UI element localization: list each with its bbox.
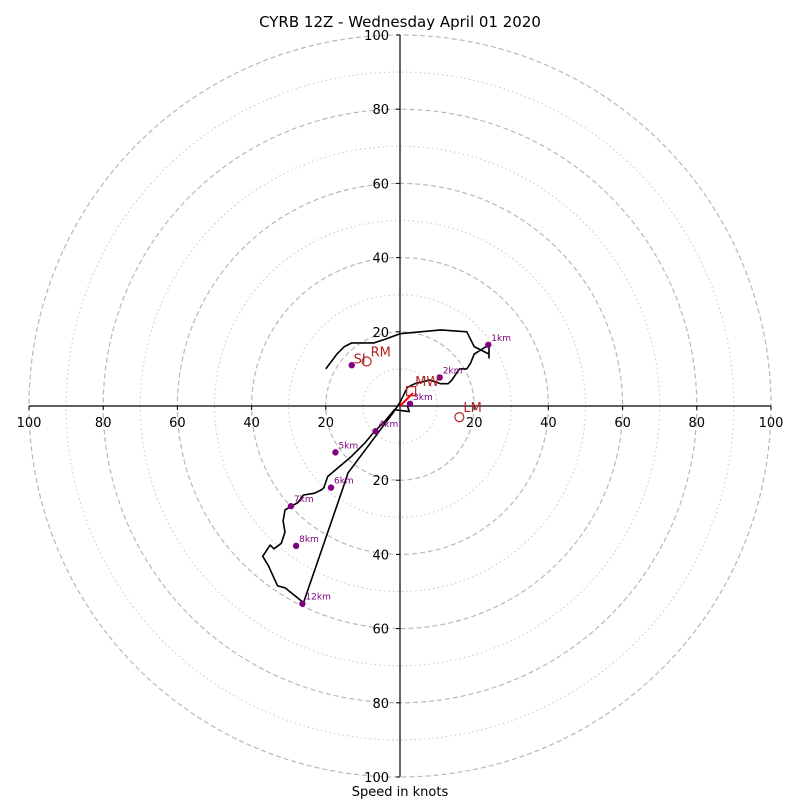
y-tick-label: 20 xyxy=(372,326,389,341)
x-tick-label: 80 xyxy=(689,416,706,431)
storm-motion-label: SI xyxy=(354,352,366,367)
y-tick-label: 40 xyxy=(372,252,389,267)
hodograph-series xyxy=(261,329,490,604)
height-marker-point xyxy=(327,484,335,491)
storm-motion-marker xyxy=(454,412,465,423)
height-marker-label: 7km xyxy=(294,495,314,505)
tick-labels: 100 80 60 40 20 20 40 60 80 100 20 40 60 80 100 20 40 60 8… xyxy=(17,29,784,786)
storm-motion-label: RM xyxy=(371,345,391,360)
x-tick-label: 20 xyxy=(318,416,335,431)
x-tick-label: 40 xyxy=(243,416,260,431)
storm-motion-marker xyxy=(361,356,372,367)
hodograph-line xyxy=(261,329,490,604)
height-marker-point xyxy=(436,374,443,381)
height-marker-label: 5km xyxy=(338,441,358,451)
y-tick-label: 60 xyxy=(372,623,389,638)
y-tick-label: 40 xyxy=(372,548,389,563)
height-marker-point xyxy=(287,502,295,510)
height-marker-point xyxy=(485,341,492,348)
height-marker-point xyxy=(332,449,339,456)
storm-motion-markers: RM MW LM SI xyxy=(354,345,482,423)
y-tick-label: 80 xyxy=(372,697,389,712)
height-marker-point xyxy=(299,600,306,607)
x-tick-label: 40 xyxy=(540,416,557,431)
height-marker-point xyxy=(292,542,300,550)
x-tick-label: 60 xyxy=(169,416,186,431)
height-marker-point xyxy=(372,428,379,435)
chart-title: CYRB 12Z - Wednesday April 01 2020 xyxy=(259,13,541,31)
height-marker-label: 1km xyxy=(491,334,511,344)
height-marker-label: 4km xyxy=(379,420,399,430)
height-marker-label: 3km xyxy=(413,393,433,403)
height-marker-label: 2km xyxy=(443,366,463,376)
x-tick-label: 60 xyxy=(614,416,631,431)
height-marker-label: 6km xyxy=(334,477,354,487)
y-tick-label: 100 xyxy=(364,771,389,786)
y-tick-label: 60 xyxy=(372,177,389,192)
y-tick-label: 20 xyxy=(372,474,389,489)
height-marker-label: 8km xyxy=(299,535,319,545)
x-tick-label: 20 xyxy=(466,416,483,431)
height-marker-label: 12km xyxy=(305,593,330,603)
y-tick-label: 100 xyxy=(364,29,389,44)
height-marker-point xyxy=(348,361,355,369)
height-marker-point xyxy=(406,400,414,407)
height-markers: 1km 2km 3km 4km 5km 6km 7km 8km 12km xyxy=(287,334,511,607)
storm-motion-label: LM xyxy=(463,401,481,416)
storm-motion-marker xyxy=(406,386,417,397)
x-tick-label: 100 xyxy=(759,416,784,431)
x-tick-label: 100 xyxy=(17,416,42,431)
x-tick-label: 80 xyxy=(95,416,112,431)
x-axis-label: Speed in knots xyxy=(352,785,449,800)
storm-motion-label: MW xyxy=(415,375,439,390)
y-tick-label: 80 xyxy=(372,103,389,118)
